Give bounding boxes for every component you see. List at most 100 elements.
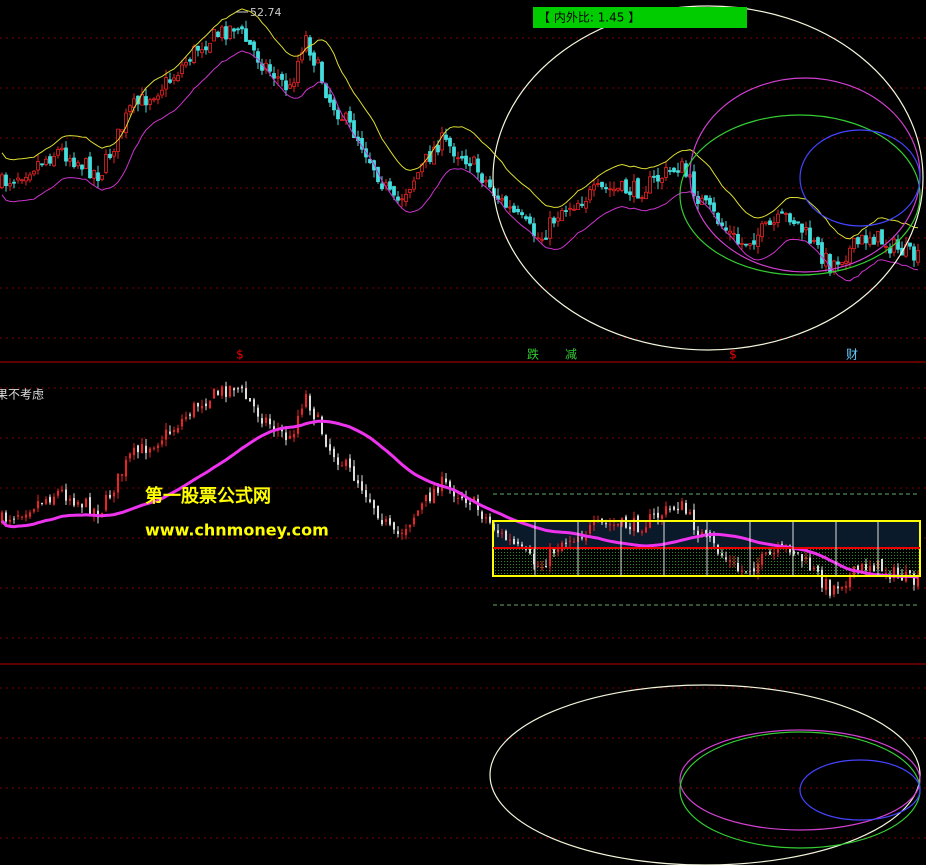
candle-body <box>276 76 280 79</box>
candle-body <box>40 163 44 166</box>
candle-body <box>161 440 163 445</box>
candle-body <box>805 557 807 560</box>
candle-body <box>181 419 183 427</box>
candle-body <box>104 153 108 173</box>
candle-body <box>108 153 112 159</box>
candle-body <box>376 166 380 183</box>
candle-body <box>592 184 596 191</box>
candle-body <box>513 538 515 544</box>
candle-body <box>781 543 783 546</box>
candle-body <box>772 222 776 225</box>
candle-body <box>53 496 55 505</box>
candle-body <box>172 77 176 81</box>
candle-body <box>400 198 404 201</box>
candle-body <box>208 42 212 53</box>
candle-body <box>669 508 671 510</box>
candle-body <box>285 432 287 441</box>
candle-body <box>497 530 499 534</box>
candle-body <box>37 501 39 509</box>
candle-body <box>249 398 251 402</box>
signal-marker: 跌 <box>527 347 539 362</box>
candle-body <box>196 45 200 51</box>
candle-body <box>460 156 464 159</box>
moving-average <box>0 419 919 579</box>
candle-body <box>137 445 139 453</box>
candle-body <box>788 213 792 223</box>
candle-body <box>512 205 516 213</box>
candle-body <box>205 403 207 407</box>
candle-body <box>248 39 252 45</box>
candle-body <box>580 203 584 206</box>
candle-body <box>545 566 547 568</box>
candle-body <box>808 227 812 244</box>
candle-body <box>728 230 732 234</box>
candle-body <box>697 530 699 537</box>
candle-body <box>212 29 216 42</box>
candle-body <box>541 567 543 569</box>
candle-body <box>77 502 79 505</box>
ellipse <box>492 5 924 351</box>
candle-body <box>876 231 880 243</box>
candle-body <box>637 515 639 533</box>
candle-body <box>321 416 323 435</box>
candle-body <box>28 174 32 181</box>
candle-body <box>613 524 615 526</box>
candle-body <box>193 403 195 417</box>
candle-body <box>488 179 492 188</box>
candle-body <box>385 519 387 522</box>
candle-body <box>608 188 612 191</box>
candle-body <box>408 189 412 193</box>
candle-body <box>217 391 219 395</box>
candle-body <box>869 566 871 572</box>
candle-body <box>548 217 552 239</box>
candle-body <box>13 518 15 520</box>
candle-body <box>761 553 763 565</box>
candle-body <box>41 502 43 504</box>
candle-body <box>373 500 375 509</box>
candle-body <box>893 567 895 579</box>
candle-body <box>185 416 187 420</box>
candle-body <box>280 73 284 80</box>
candle-body <box>629 526 631 530</box>
candle-body <box>585 534 587 541</box>
candle-body <box>661 515 663 519</box>
candle-body <box>793 551 795 554</box>
candle-body <box>224 26 228 40</box>
candle-body <box>305 394 307 407</box>
candle-body <box>145 445 147 453</box>
candle-body <box>216 31 220 38</box>
ratio-text: 【 内外比: 1.45 】 <box>538 11 640 25</box>
candle-body <box>88 156 92 179</box>
candle-body <box>353 466 355 481</box>
candle-body <box>464 155 468 165</box>
watermark-name: 第一股票公式网 <box>145 485 271 507</box>
candle-body <box>409 524 411 528</box>
candle-body <box>633 517 635 531</box>
candle-body <box>705 530 707 534</box>
candle-body <box>32 170 36 175</box>
candle-body <box>612 188 616 192</box>
candle-body <box>192 46 196 63</box>
candle-body <box>653 513 655 515</box>
candle-body <box>257 407 259 417</box>
candle-body <box>908 242 912 247</box>
candle-body <box>465 496 467 504</box>
candle-body <box>369 499 371 503</box>
candle-body <box>440 132 444 151</box>
ellipses <box>489 5 924 865</box>
candle-body <box>165 429 167 440</box>
candle-body <box>69 498 71 501</box>
candle-body <box>856 237 860 245</box>
candle-body <box>765 552 767 554</box>
candle-body <box>425 494 427 502</box>
candle-body <box>449 481 451 488</box>
candle-body <box>848 247 852 264</box>
candle-body <box>240 26 244 30</box>
candle-body <box>56 149 60 156</box>
candle-body <box>708 197 712 205</box>
candle-body <box>844 260 848 264</box>
candle-body <box>652 175 656 178</box>
candle-body <box>648 176 652 194</box>
candle-body <box>636 178 640 199</box>
